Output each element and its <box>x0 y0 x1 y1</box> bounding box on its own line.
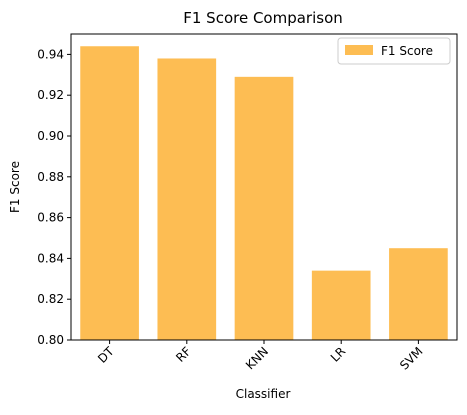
chart-title: F1 Score Comparison <box>183 9 343 27</box>
x-tick-label: DT <box>95 344 117 366</box>
y-tick-label: 0.82 <box>37 292 64 306</box>
bar-svm <box>389 248 448 340</box>
legend: F1 Score <box>337 37 451 65</box>
x-tick-label: LR <box>328 344 349 365</box>
y-tick-label: 0.80 <box>37 333 64 347</box>
y-tick-label: 0.90 <box>37 129 64 143</box>
y-tick-label: 0.86 <box>37 211 64 225</box>
y-axis: 0.80 0.82 0.84 0.86 0.88 0.90 0.92 0.94 <box>37 47 71 347</box>
y-tick-label: 0.92 <box>37 88 64 102</box>
bar-lr <box>311 270 371 340</box>
x-tick-label: RF <box>173 344 194 365</box>
y-tick-label: 0.94 <box>37 47 64 61</box>
bar-dt <box>80 46 139 341</box>
y-tick-label: 0.88 <box>37 170 64 184</box>
bar-rf <box>157 58 217 340</box>
x-axis-label: Classifier <box>236 387 291 401</box>
y-tick-label: 0.84 <box>37 251 64 265</box>
legend-swatch <box>345 45 373 55</box>
bars-group <box>80 46 448 341</box>
bar-knn <box>234 76 294 340</box>
x-axis: DT RF KNN LR SVM <box>95 340 426 373</box>
plot-frame <box>70 33 458 341</box>
legend-label: F1 Score <box>381 44 433 58</box>
y-axis-label: F1 Score <box>8 161 22 213</box>
x-tick-label: SVM <box>397 344 425 372</box>
x-tick-label: KNN <box>243 344 271 372</box>
legend-box <box>337 37 451 65</box>
